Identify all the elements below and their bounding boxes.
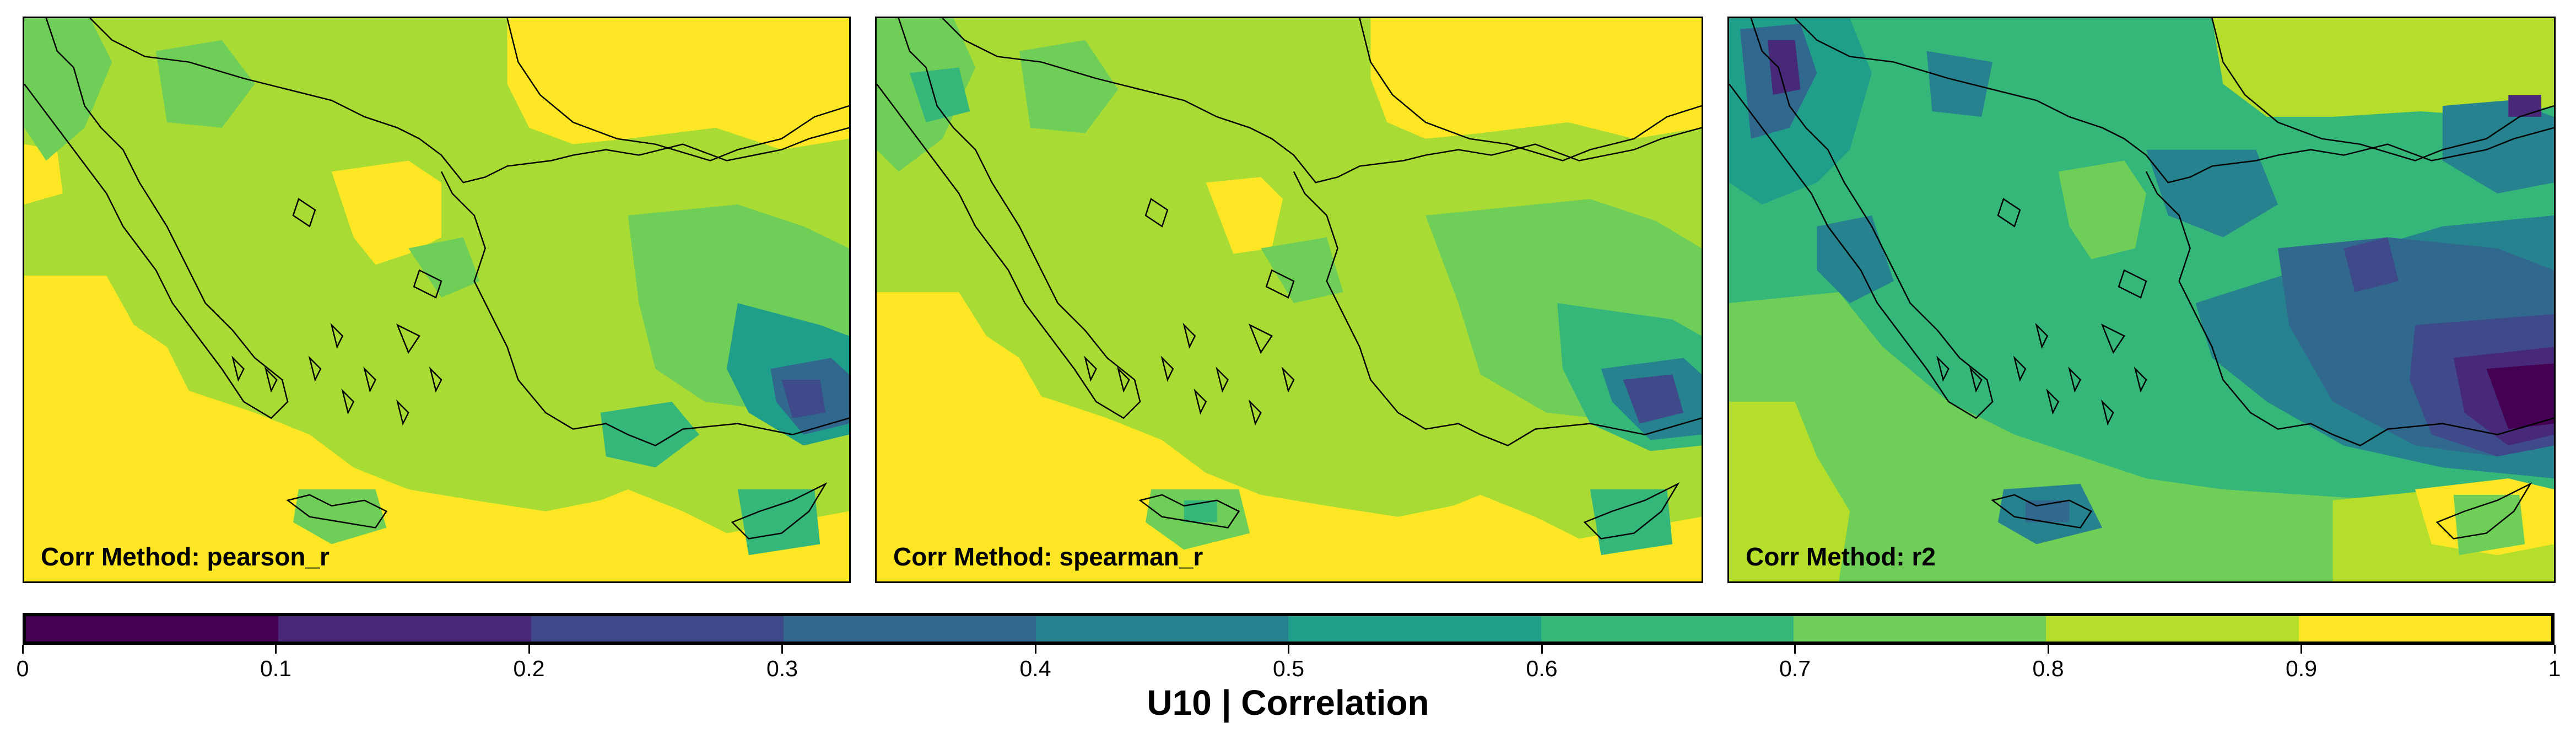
colorbar-segment: [1794, 616, 2046, 641]
colorbar-tick: [2047, 645, 2049, 654]
colorbar-tick: [2300, 645, 2302, 654]
panel-label: Corr Method: spearman_r: [893, 542, 1203, 571]
colorbar-tick: [2553, 645, 2556, 654]
colorbar-segment: [278, 616, 531, 641]
map-panel-r2: Corr Method: r2: [1727, 17, 2556, 583]
colorbar-tick: [1034, 645, 1036, 654]
colorbar-segment: [783, 616, 1036, 641]
colorbar-segment: [1036, 616, 1289, 641]
colorbar-tick: [781, 645, 783, 654]
colorbar-tick-label: 0.5: [1273, 656, 1304, 681]
colorbar-tick: [1288, 645, 1289, 654]
colorbar-tick-label: 0.9: [2286, 656, 2317, 681]
colorbar-tick: [21, 645, 24, 654]
colorbar-tick-label: 0.2: [513, 656, 545, 681]
colorbar-segment: [531, 616, 784, 641]
panel-label: Corr Method: pearson_r: [41, 542, 330, 571]
correlation-map-r2: [1729, 18, 2554, 581]
colorbar-tick-label: 0.1: [260, 656, 291, 681]
colorbar-segment: [26, 616, 279, 641]
colorbar-tick-label: 0.4: [1019, 656, 1051, 681]
panel-label: Corr Method: r2: [1746, 542, 1936, 571]
colorbar-tick-label: 0.6: [1526, 656, 1558, 681]
colorbar: [23, 613, 2555, 645]
colorbar-tick-label: 0.3: [766, 656, 798, 681]
colorbar-tick: [275, 645, 277, 654]
colorbar-tick-label: 0.7: [1779, 656, 1811, 681]
colorbar-segment: [1541, 616, 1794, 641]
colorbar-tick-label: 0.8: [2032, 656, 2064, 681]
colorbar-segment: [2046, 616, 2299, 641]
colorbar-segment: [2298, 616, 2551, 641]
colorbar-tick-label: 0: [16, 656, 29, 681]
correlation-map-spearman: [877, 18, 1702, 581]
colorbar-title: U10 | Correlation: [1147, 683, 1429, 723]
colorbar-tick-label: 1: [2548, 656, 2561, 681]
correlation-map-pearson: [24, 18, 849, 581]
colorbar-tick: [528, 645, 530, 654]
map-panel-spearman: Corr Method: spearman_r: [875, 17, 1703, 583]
colorbar-tick: [1541, 645, 1543, 654]
colorbar-tick: [1794, 645, 1796, 654]
map-panel-pearson: Corr Method: pearson_r: [23, 17, 851, 583]
colorbar-segment: [1288, 616, 1541, 641]
